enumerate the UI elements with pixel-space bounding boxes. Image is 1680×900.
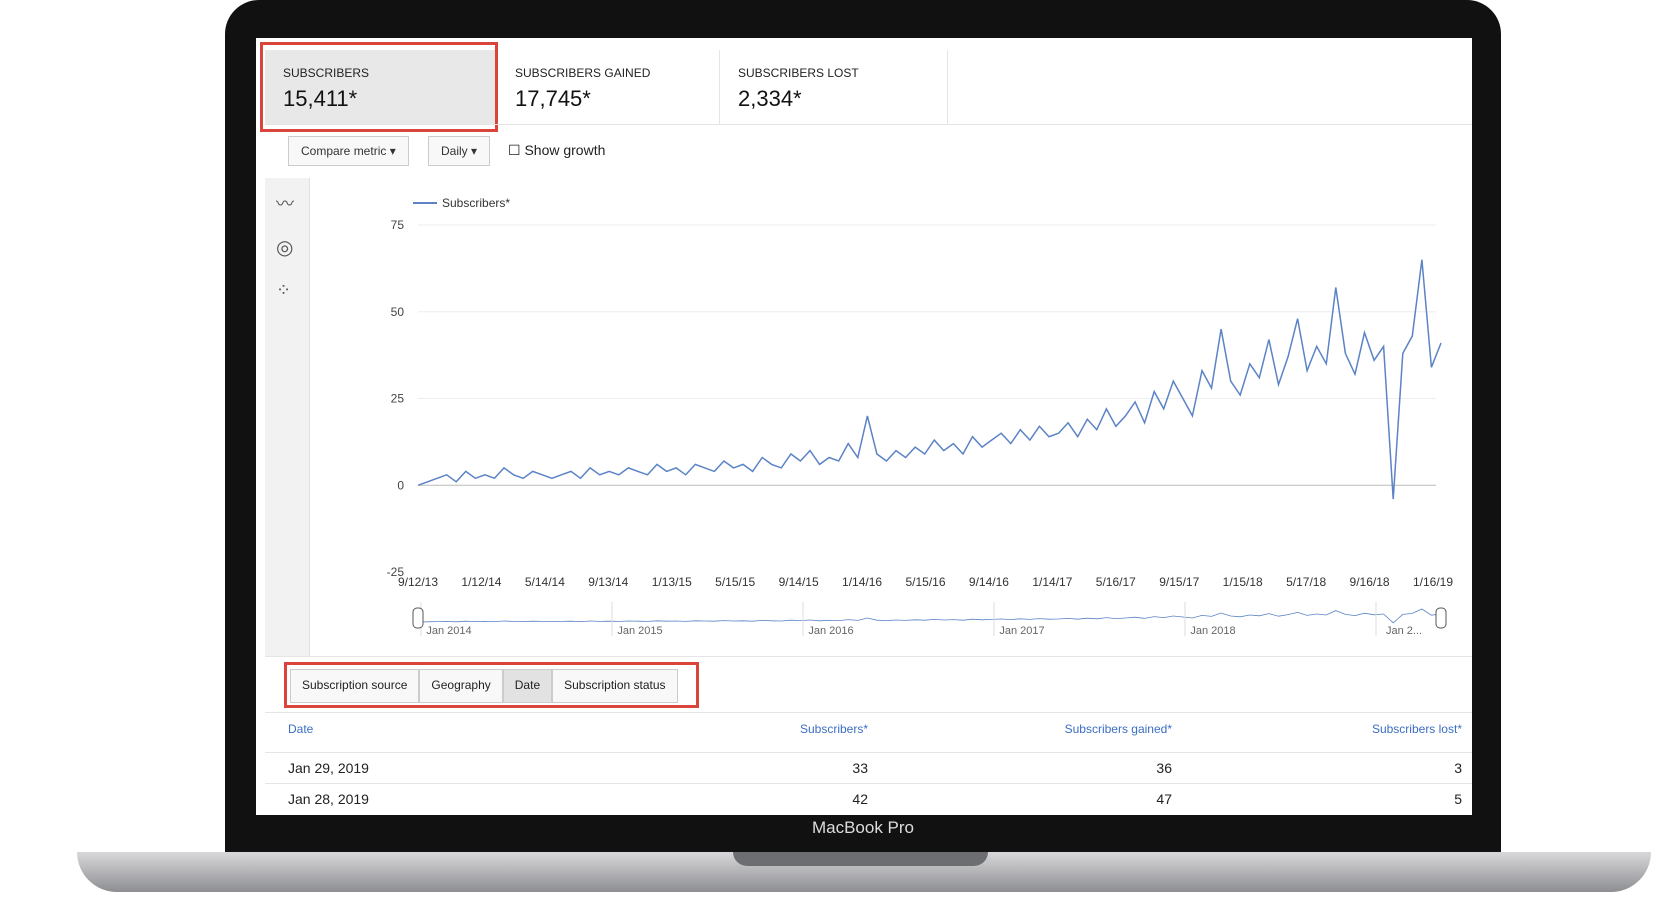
divider bbox=[265, 656, 1472, 657]
column-header[interactable]: Subscribers gained* bbox=[1064, 722, 1172, 736]
card-label: SUBSCRIBERS bbox=[283, 66, 370, 80]
navigator-label: Jan 2014 bbox=[426, 625, 471, 637]
map-view-icon[interactable]: ◎ bbox=[276, 237, 294, 259]
tab[interactable]: Subscription source bbox=[290, 669, 420, 703]
bubble-view-icon[interactable]: ⁘ bbox=[276, 280, 292, 300]
highlight-box bbox=[260, 42, 498, 132]
cell: 5 bbox=[1454, 791, 1462, 807]
cell: 47 bbox=[1156, 791, 1172, 807]
x-tick-label: 1/12/14 bbox=[461, 575, 501, 589]
navigator-label: Jan 2016 bbox=[808, 625, 853, 637]
row-divider bbox=[265, 783, 1472, 784]
tab-bar: Subscription source Geography Date Subscrip… bbox=[290, 669, 678, 703]
growth-checkbox[interactable]: ☐ Show growth bbox=[508, 142, 606, 158]
row-divider bbox=[265, 752, 1472, 753]
x-tick-label: 9/14/16 bbox=[969, 575, 1009, 589]
x-tick-label: 1/14/17 bbox=[1032, 575, 1072, 589]
navigator-label: Jan 2... bbox=[1386, 625, 1422, 637]
x-tick-label: 1/16/19 bbox=[1413, 575, 1453, 589]
navigator-label: Jan 2015 bbox=[617, 625, 662, 637]
x-tick-label: 9/15/17 bbox=[1159, 575, 1199, 589]
x-tick-label: 5/16/17 bbox=[1096, 575, 1136, 589]
cell: 42 bbox=[852, 791, 868, 807]
metric-card[interactable]: SUBSCRIBERS GAINED 17,745* bbox=[497, 50, 720, 124]
checkbox-label: Show growth bbox=[524, 142, 606, 158]
base-notch bbox=[733, 852, 988, 866]
x-tick-label: 1/14/16 bbox=[842, 575, 882, 589]
card-label: SUBSCRIBERS LOST bbox=[738, 66, 859, 80]
cell: 3 bbox=[1454, 760, 1462, 776]
x-tick-label: 9/13/14 bbox=[588, 575, 628, 589]
y-tick-label: -25 bbox=[387, 565, 405, 579]
interval-button[interactable]: Daily ▾ bbox=[428, 136, 491, 166]
column-header[interactable]: Subscribers* bbox=[799, 722, 868, 736]
metric-card[interactable]: SUBSCRIBERS LOST 2,334* bbox=[720, 50, 948, 124]
x-tick-label: 9/14/15 bbox=[779, 575, 819, 589]
button-text: Compare metric bbox=[301, 144, 387, 158]
card-label: SUBSCRIBERS GAINED bbox=[515, 66, 651, 80]
view-sidebar bbox=[265, 178, 310, 656]
divider bbox=[265, 124, 1472, 125]
navigator-handle bbox=[412, 607, 424, 629]
x-tick-label: 9/16/18 bbox=[1350, 575, 1390, 589]
tab[interactable]: Geography bbox=[419, 669, 503, 703]
cell: Jan 29, 2019 bbox=[288, 760, 369, 776]
navigator-line bbox=[417, 608, 1442, 624]
navigator-label: Jan 2017 bbox=[999, 625, 1044, 637]
y-tick-label: 0 bbox=[397, 478, 404, 492]
cell: 36 bbox=[1156, 760, 1172, 776]
card-value: 15,411* bbox=[283, 86, 358, 111]
navigator-label: Jan 2018 bbox=[1190, 625, 1235, 637]
tab[interactable]: Subscription status bbox=[552, 669, 678, 703]
x-tick-label: 5/17/18 bbox=[1286, 575, 1326, 589]
device-label: MacBook Pro bbox=[811, 818, 915, 837]
x-tick-label: 1/13/15 bbox=[652, 575, 692, 589]
highlight-box bbox=[284, 662, 699, 708]
x-tick-label: 1/15/18 bbox=[1223, 575, 1263, 589]
cell: Jan 28, 2019 bbox=[288, 791, 369, 807]
metric-card[interactable]: SUBSCRIBERS 15,411* bbox=[265, 50, 497, 124]
button-text: Daily bbox=[441, 144, 468, 158]
y-tick-label: 75 bbox=[391, 218, 405, 232]
x-tick-label: 5/15/16 bbox=[905, 575, 945, 589]
column-header[interactable]: Date bbox=[288, 722, 314, 736]
navigator-handle bbox=[1435, 607, 1447, 629]
legend-label: Subscribers* bbox=[442, 196, 510, 210]
tab[interactable]: Date bbox=[502, 669, 553, 703]
line-view-icon[interactable]: 〰 bbox=[276, 194, 294, 214]
y-tick-label: 25 bbox=[391, 392, 405, 406]
x-tick-label: 5/14/14 bbox=[525, 575, 565, 589]
card-value: 2,334* bbox=[738, 86, 802, 111]
card-value: 17,745* bbox=[515, 86, 591, 111]
compare-button[interactable]: Compare metric ▾ bbox=[288, 136, 409, 166]
y-tick-label: 50 bbox=[391, 305, 405, 319]
divider bbox=[265, 712, 1472, 713]
x-tick-label: 5/15/15 bbox=[715, 575, 755, 589]
column-header[interactable]: Subscribers lost* bbox=[1371, 722, 1462, 736]
x-tick-label: 9/12/13 bbox=[398, 575, 438, 589]
cell: 33 bbox=[852, 760, 868, 776]
data-line bbox=[417, 259, 1442, 500]
